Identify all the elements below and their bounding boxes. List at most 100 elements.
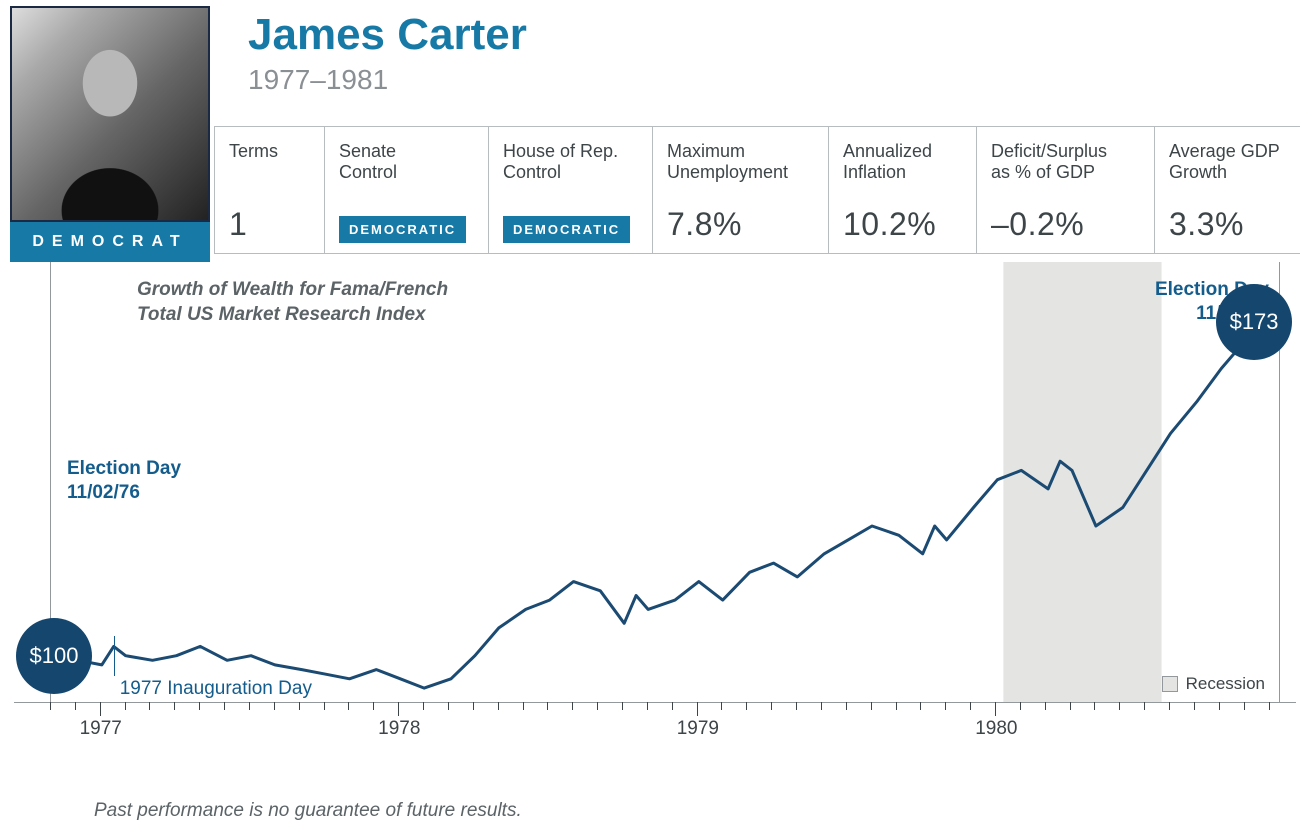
tick-minor bbox=[324, 702, 325, 710]
tick-minor bbox=[622, 702, 623, 710]
tick-minor bbox=[75, 702, 76, 710]
tick-minor bbox=[1045, 702, 1046, 710]
start-election-label: Election Day11/02/76 bbox=[67, 457, 181, 505]
tick-minor bbox=[672, 702, 673, 710]
tick-label: 1980 bbox=[975, 718, 1017, 740]
tick-minor bbox=[945, 702, 946, 710]
tick-minor bbox=[896, 702, 897, 710]
tick-minor bbox=[1219, 702, 1220, 710]
portrait-block: DEMOCRAT bbox=[10, 6, 210, 262]
stats-row: Terms1SenateControlDEMOCRATICHouse of Re… bbox=[214, 126, 1300, 254]
tick-minor bbox=[1070, 702, 1071, 710]
legend-recession: Recession bbox=[1162, 674, 1265, 694]
stat-unemp: MaximumUnemployment 7.8% bbox=[652, 127, 828, 253]
stat-value: 7.8% bbox=[667, 206, 814, 243]
tick-label: 1978 bbox=[378, 718, 420, 740]
stat-pill: DEMOCRATIC bbox=[339, 216, 466, 243]
chart-area: Growth of Wealth for Fama/French Total U… bbox=[10, 262, 1300, 752]
tick-label: 1979 bbox=[677, 718, 719, 740]
legend-text: Recession bbox=[1186, 674, 1265, 694]
portrait-silhouette bbox=[40, 30, 180, 220]
tick-minor bbox=[125, 702, 126, 710]
tick-minor bbox=[970, 702, 971, 710]
tick-label: 1977 bbox=[80, 718, 122, 740]
tick-minor bbox=[572, 702, 573, 710]
stat-terms: Terms 1 bbox=[214, 127, 324, 253]
tick-minor bbox=[249, 702, 250, 710]
tick-minor bbox=[846, 702, 847, 710]
tick-minor bbox=[796, 702, 797, 710]
end-value-bubble: $173 bbox=[1216, 284, 1292, 360]
tick-minor bbox=[473, 702, 474, 710]
tick-minor bbox=[821, 702, 822, 710]
tick-minor bbox=[50, 702, 51, 710]
stat-label: AnnualizedInflation bbox=[843, 141, 962, 182]
chart-plot: Growth of Wealth for Fama/French Total U… bbox=[50, 262, 1280, 702]
tick-major bbox=[100, 702, 101, 716]
stat-label: Average GDPGrowth bbox=[1169, 141, 1286, 182]
stat-label: SenateControl bbox=[339, 141, 474, 182]
tick-major bbox=[398, 702, 399, 716]
stat-inflation: AnnualizedInflation 10.2% bbox=[828, 127, 976, 253]
tick-minor bbox=[523, 702, 524, 710]
stat-label: House of Rep.Control bbox=[503, 141, 638, 182]
footnote: Past performance is no guarantee of futu… bbox=[94, 800, 522, 822]
stat-label: Deficit/Surplusas % of GDP bbox=[991, 141, 1140, 182]
x-axis: 1977 1978 1979 1980 bbox=[14, 702, 1296, 742]
tick-minor bbox=[1194, 702, 1195, 710]
tick-minor bbox=[1119, 702, 1120, 710]
tick-minor bbox=[647, 702, 648, 710]
party-badge: DEMOCRAT bbox=[10, 222, 210, 262]
tick-minor bbox=[871, 702, 872, 710]
tick-minor bbox=[199, 702, 200, 710]
tick-minor bbox=[498, 702, 499, 710]
tick-minor bbox=[448, 702, 449, 710]
chart-svg bbox=[51, 262, 1281, 702]
start-value-bubble: $100 bbox=[16, 618, 92, 694]
tick-minor bbox=[1244, 702, 1245, 710]
stat-value: 1 bbox=[229, 206, 310, 243]
tick-minor bbox=[174, 702, 175, 710]
tick-minor bbox=[746, 702, 747, 710]
tick-major bbox=[995, 702, 996, 716]
president-years: 1977–1981 bbox=[248, 64, 388, 96]
tick-minor bbox=[348, 702, 349, 710]
axis-line bbox=[14, 702, 1296, 703]
stat-value: 3.3% bbox=[1169, 206, 1286, 243]
tick-minor bbox=[1169, 702, 1170, 710]
stat-value: –0.2% bbox=[991, 206, 1140, 243]
portrait-photo bbox=[10, 6, 210, 222]
legend-swatch bbox=[1162, 676, 1178, 692]
tick-minor bbox=[423, 702, 424, 710]
tick-minor bbox=[597, 702, 598, 710]
tick-major bbox=[697, 702, 698, 716]
president-card: DEMOCRAT James Carter 1977–1981 Terms 1 Se… bbox=[0, 0, 1312, 826]
inauguration-label: 1977 Inauguration Day bbox=[120, 678, 312, 700]
tick-minor bbox=[299, 702, 300, 710]
tick-minor bbox=[373, 702, 374, 710]
tick-minor bbox=[771, 702, 772, 710]
stat-senate: SenateControl DEMOCRATIC bbox=[324, 127, 488, 253]
chart-title: Growth of Wealth for Fama/French Total U… bbox=[137, 278, 448, 327]
stat-gdp: Average GDPGrowth 3.3% bbox=[1154, 127, 1300, 253]
stat-value: 10.2% bbox=[843, 206, 962, 243]
tick-minor bbox=[149, 702, 150, 710]
tick-minor bbox=[1094, 702, 1095, 710]
chart-title-line2: Total US Market Research Index bbox=[137, 304, 426, 325]
tick-minor bbox=[1269, 702, 1270, 710]
chart-title-line1: Growth of Wealth for Fama/French bbox=[137, 279, 448, 300]
stat-label: Terms bbox=[229, 141, 310, 162]
inauguration-tick bbox=[114, 636, 115, 676]
stat-deficit: Deficit/Surplusas % of GDP –0.2% bbox=[976, 127, 1154, 253]
stat-label: MaximumUnemployment bbox=[667, 141, 814, 182]
president-name: James Carter bbox=[248, 10, 527, 60]
tick-minor bbox=[547, 702, 548, 710]
stat-house: House of Rep.Control DEMOCRATIC bbox=[488, 127, 652, 253]
tick-minor bbox=[1144, 702, 1145, 710]
tick-minor bbox=[920, 702, 921, 710]
tick-minor bbox=[721, 702, 722, 710]
tick-minor bbox=[224, 702, 225, 710]
stat-pill: DEMOCRATIC bbox=[503, 216, 630, 243]
tick-minor bbox=[274, 702, 275, 710]
tick-minor bbox=[1020, 702, 1021, 710]
